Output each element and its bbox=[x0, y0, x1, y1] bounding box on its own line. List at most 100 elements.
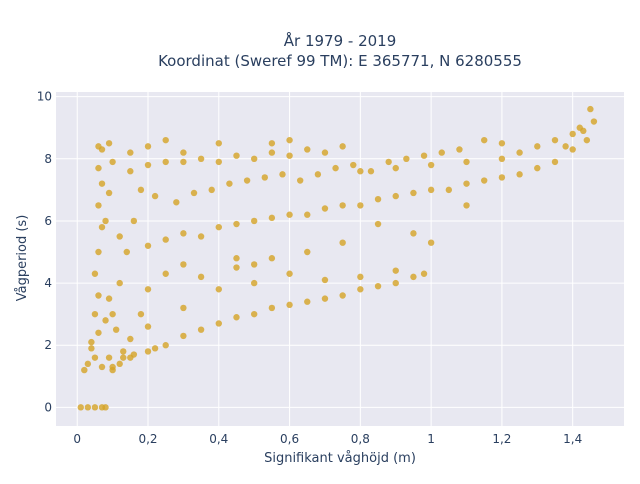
data-point bbox=[410, 273, 417, 281]
data-point bbox=[516, 149, 523, 156]
data-point bbox=[95, 292, 102, 299]
data-point bbox=[427, 239, 435, 246]
data-point bbox=[357, 273, 364, 281]
data-point bbox=[580, 127, 587, 135]
x-tick-label: 0,6 bbox=[280, 432, 299, 446]
y-tick-label: 4 bbox=[44, 276, 52, 290]
x-tick-label: 1 bbox=[427, 432, 435, 446]
data-point bbox=[180, 158, 187, 166]
data-point bbox=[151, 345, 159, 352]
data-point bbox=[120, 354, 127, 361]
data-point bbox=[144, 348, 152, 355]
data-point bbox=[98, 180, 106, 187]
data-point bbox=[84, 360, 92, 368]
data-point bbox=[91, 354, 99, 361]
data-point bbox=[197, 326, 205, 333]
y-tick-label: 2 bbox=[44, 338, 52, 352]
data-point bbox=[304, 211, 311, 218]
data-point bbox=[410, 230, 417, 237]
data-point bbox=[215, 140, 222, 147]
data-point bbox=[77, 404, 84, 411]
data-point bbox=[180, 332, 187, 340]
data-point bbox=[130, 217, 138, 225]
data-point bbox=[587, 105, 594, 113]
data-point bbox=[197, 273, 205, 281]
x-tick-label: 1,4 bbox=[563, 432, 582, 446]
data-point bbox=[250, 261, 258, 268]
data-point bbox=[180, 261, 187, 268]
data-point bbox=[321, 205, 329, 212]
data-point bbox=[98, 363, 106, 371]
data-point bbox=[144, 161, 152, 169]
data-point bbox=[243, 177, 251, 184]
data-point bbox=[233, 255, 240, 262]
data-point bbox=[569, 146, 576, 153]
data-point bbox=[250, 310, 258, 318]
data-point bbox=[162, 270, 169, 277]
data-point bbox=[268, 255, 276, 262]
data-point bbox=[268, 304, 276, 312]
data-point bbox=[105, 189, 113, 197]
data-point bbox=[304, 248, 311, 256]
y-tick-label: 8 bbox=[44, 152, 52, 166]
data-point bbox=[144, 323, 152, 330]
data-point bbox=[463, 158, 470, 166]
data-point bbox=[233, 220, 240, 228]
data-point bbox=[321, 149, 329, 156]
x-axis-label: Signifikant våghöjd (m) bbox=[264, 451, 416, 466]
data-point bbox=[498, 140, 506, 147]
data-point bbox=[215, 223, 222, 231]
data-point bbox=[116, 360, 123, 368]
data-point bbox=[392, 267, 399, 274]
data-point bbox=[392, 192, 399, 200]
data-point bbox=[197, 233, 205, 240]
data-point bbox=[374, 282, 382, 290]
data-point bbox=[350, 161, 357, 169]
data-point bbox=[321, 276, 329, 284]
data-point bbox=[339, 239, 346, 246]
data-point bbox=[226, 180, 233, 187]
data-point bbox=[127, 335, 134, 343]
data-point bbox=[261, 174, 268, 181]
chart-title-line-2: Koordinat (Sweref 99 TM): E 365771, N 62… bbox=[158, 52, 522, 70]
chart-title-line-1: År 1979 - 2019 bbox=[284, 31, 397, 50]
data-point bbox=[286, 270, 293, 277]
data-point bbox=[109, 363, 116, 371]
x-tick-label: 0,4 bbox=[209, 432, 228, 446]
data-point bbox=[88, 338, 95, 346]
data-point bbox=[551, 136, 559, 144]
data-point bbox=[137, 186, 145, 194]
x-axis-ticks: 0 0,2 0,4 0,6 0,8 1 1,2 1,4 bbox=[73, 432, 582, 446]
data-point bbox=[215, 158, 222, 166]
data-point bbox=[392, 279, 399, 287]
data-point bbox=[105, 140, 113, 147]
data-point bbox=[127, 168, 134, 175]
data-point bbox=[250, 217, 258, 225]
data-point bbox=[95, 143, 102, 150]
data-point bbox=[420, 152, 428, 159]
data-point bbox=[81, 366, 88, 374]
data-point bbox=[127, 149, 134, 156]
y-tick-label: 10 bbox=[37, 90, 52, 104]
data-point bbox=[197, 155, 205, 162]
data-point bbox=[91, 310, 99, 318]
data-point bbox=[279, 171, 286, 178]
data-point bbox=[98, 223, 106, 231]
data-point bbox=[91, 270, 99, 277]
data-point bbox=[144, 242, 152, 249]
y-tick-label: 0 bbox=[44, 400, 52, 414]
data-point bbox=[481, 177, 488, 184]
data-point bbox=[427, 161, 435, 169]
data-point bbox=[162, 158, 169, 166]
data-point bbox=[144, 286, 152, 293]
data-point bbox=[357, 286, 364, 293]
data-point bbox=[498, 155, 506, 162]
data-point bbox=[144, 143, 152, 150]
data-point bbox=[498, 174, 506, 181]
y-tick-label: 6 bbox=[44, 214, 52, 228]
data-point bbox=[534, 143, 541, 150]
data-point bbox=[357, 202, 364, 209]
data-point bbox=[88, 345, 95, 352]
data-point bbox=[445, 186, 453, 194]
